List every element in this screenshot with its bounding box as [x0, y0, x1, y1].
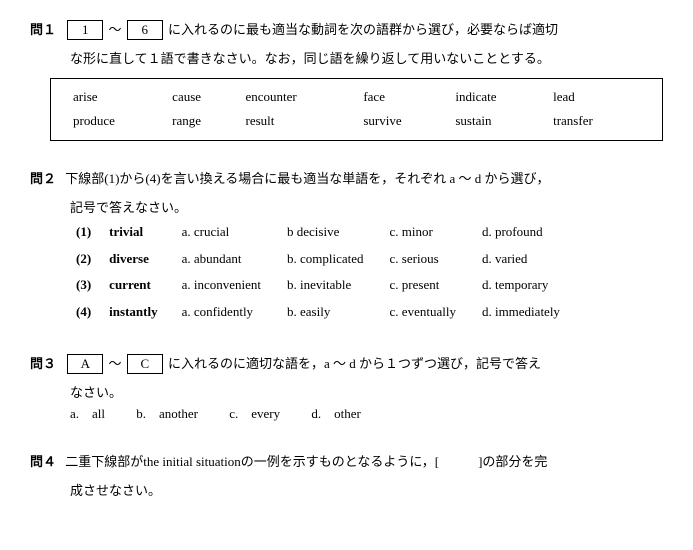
- q2-choice-b: b decisive: [281, 219, 384, 246]
- q2-choice-b: b. complicated: [281, 246, 384, 273]
- q2-choice-d: d. immediately: [476, 299, 580, 326]
- box-1: 1: [67, 20, 103, 40]
- q2-word: trivial: [103, 219, 175, 246]
- q2-word: diverse: [103, 246, 175, 273]
- q2-options-table: (1) trivial a. crucial b decisive c. min…: [70, 219, 580, 326]
- question-1: 問１ 1 ～ 6 に入れるのに最も適当な動詞を次の語群から選び，必要ならば適切 …: [30, 20, 663, 141]
- q2-choice-d: d. temporary: [476, 272, 580, 299]
- question-3: 問３ A ～ C に入れるのに適切な語を，a ～ d から１つずつ選び，記号で答…: [30, 354, 663, 424]
- q1-text1: に入れるのに最も適当な動詞を次の語群から選び，必要ならば適切: [168, 22, 558, 37]
- q4-text1a: 二重下線部が: [65, 454, 143, 469]
- q1-header: 問１ 1 ～ 6 に入れるのに最も適当な動詞を次の語群から選び，必要ならば適切: [30, 20, 663, 41]
- q2-choice-a: a. abundant: [176, 246, 281, 273]
- q2-num: (1): [70, 219, 103, 246]
- q1-sep: ～: [109, 22, 122, 37]
- q2-row: (2) diverse a. abundant b. complicated c…: [70, 246, 580, 273]
- q3-opt-d: d. other: [311, 406, 360, 421]
- q3-header: 問３ A ～ C に入れるのに適切な語を，a ～ d から１つずつ選び，記号で答…: [30, 354, 663, 375]
- q2-text1: 下線部(1)から(4)を言い換える場合に最も適当な単語を，それぞれ a ～ d …: [65, 171, 549, 186]
- q2-choice-b: b. inevitable: [281, 272, 384, 299]
- word-bank-table: arise cause encounter face indicate lead…: [69, 85, 644, 135]
- q2-choice-c: c. minor: [384, 219, 476, 246]
- q2-row: (4) instantly a. confidently b. easily c…: [70, 299, 580, 326]
- q2-label: 問２: [30, 171, 56, 186]
- box-A: A: [67, 354, 103, 374]
- q2-row: (1) trivial a. crucial b decisive c. min…: [70, 219, 580, 246]
- q2-num: (3): [70, 272, 103, 299]
- q1-label: 問１: [30, 22, 56, 37]
- q2-choice-d: d. profound: [476, 219, 580, 246]
- wb-cell: encounter: [241, 85, 359, 110]
- q3-text1: に入れるのに適切な語を，a ～ d から１つずつ選び，記号で答え: [168, 356, 541, 371]
- q2-header: 問２ 下線部(1)から(4)を言い換える場合に最も適当な単語を，それぞれ a ～…: [30, 169, 663, 190]
- q2-choice-a: a. inconvenient: [176, 272, 281, 299]
- box-C: C: [127, 354, 163, 374]
- q2-num: (2): [70, 246, 103, 273]
- wb-cell: indicate: [451, 85, 549, 110]
- question-4: 問４ 二重下線部がthe initial situationの一例を示すものとな…: [30, 452, 663, 502]
- q3-opt-b: b. another: [136, 406, 198, 421]
- q3-sep: ～: [109, 356, 122, 371]
- q2-choice-c: c. eventually: [384, 299, 476, 326]
- wb-cell: arise: [69, 85, 168, 110]
- q2-choice-d: d. varied: [476, 246, 580, 273]
- q2-row: (3) current a. inconvenient b. inevitabl…: [70, 272, 580, 299]
- q1-text2: な形に直して１語で書きなさい。なお，同じ語を繰り返して用いないこととする。: [70, 49, 663, 70]
- q2-word: instantly: [103, 299, 175, 326]
- box-6: 6: [127, 20, 163, 40]
- q2-choice-b: b. easily: [281, 299, 384, 326]
- q4-header: 問４ 二重下線部がthe initial situationの一例を示すものとな…: [30, 452, 663, 473]
- q4-text1b: the initial situation: [143, 454, 241, 469]
- q4-text1c: の一例を示すものとなるように，[ ]の部分を完: [241, 454, 548, 469]
- q3-label: 問３: [30, 356, 56, 371]
- q4-label: 問４: [30, 454, 56, 469]
- q3-opt-a: a. all: [70, 406, 105, 421]
- q2-word: current: [103, 272, 175, 299]
- q2-choice-a: a. crucial: [176, 219, 281, 246]
- q4-text2: 成させなさい。: [70, 481, 663, 502]
- wb-cell: result: [241, 109, 359, 134]
- wb-cell: lead: [549, 85, 644, 110]
- word-bank: arise cause encounter face indicate lead…: [50, 78, 663, 142]
- wb-cell: produce: [69, 109, 168, 134]
- q2-text2: 記号で答えなさい。: [70, 198, 663, 219]
- wb-cell: sustain: [451, 109, 549, 134]
- q2-num: (4): [70, 299, 103, 326]
- question-2: 問２ 下線部(1)から(4)を言い換える場合に最も適当な単語を，それぞれ a ～…: [30, 169, 663, 326]
- q3-opt-c: c. every: [229, 406, 280, 421]
- q2-choice-c: c. serious: [384, 246, 476, 273]
- wb-cell: cause: [168, 85, 241, 110]
- wb-cell: transfer: [549, 109, 644, 134]
- wb-cell: range: [168, 109, 241, 134]
- q3-options: a. all b. another c. every d. other: [70, 404, 663, 425]
- q2-choice-c: c. present: [384, 272, 476, 299]
- q2-choice-a: a. confidently: [176, 299, 281, 326]
- wb-cell: survive: [359, 109, 451, 134]
- q3-text2: なさい。: [70, 383, 663, 404]
- wb-cell: face: [359, 85, 451, 110]
